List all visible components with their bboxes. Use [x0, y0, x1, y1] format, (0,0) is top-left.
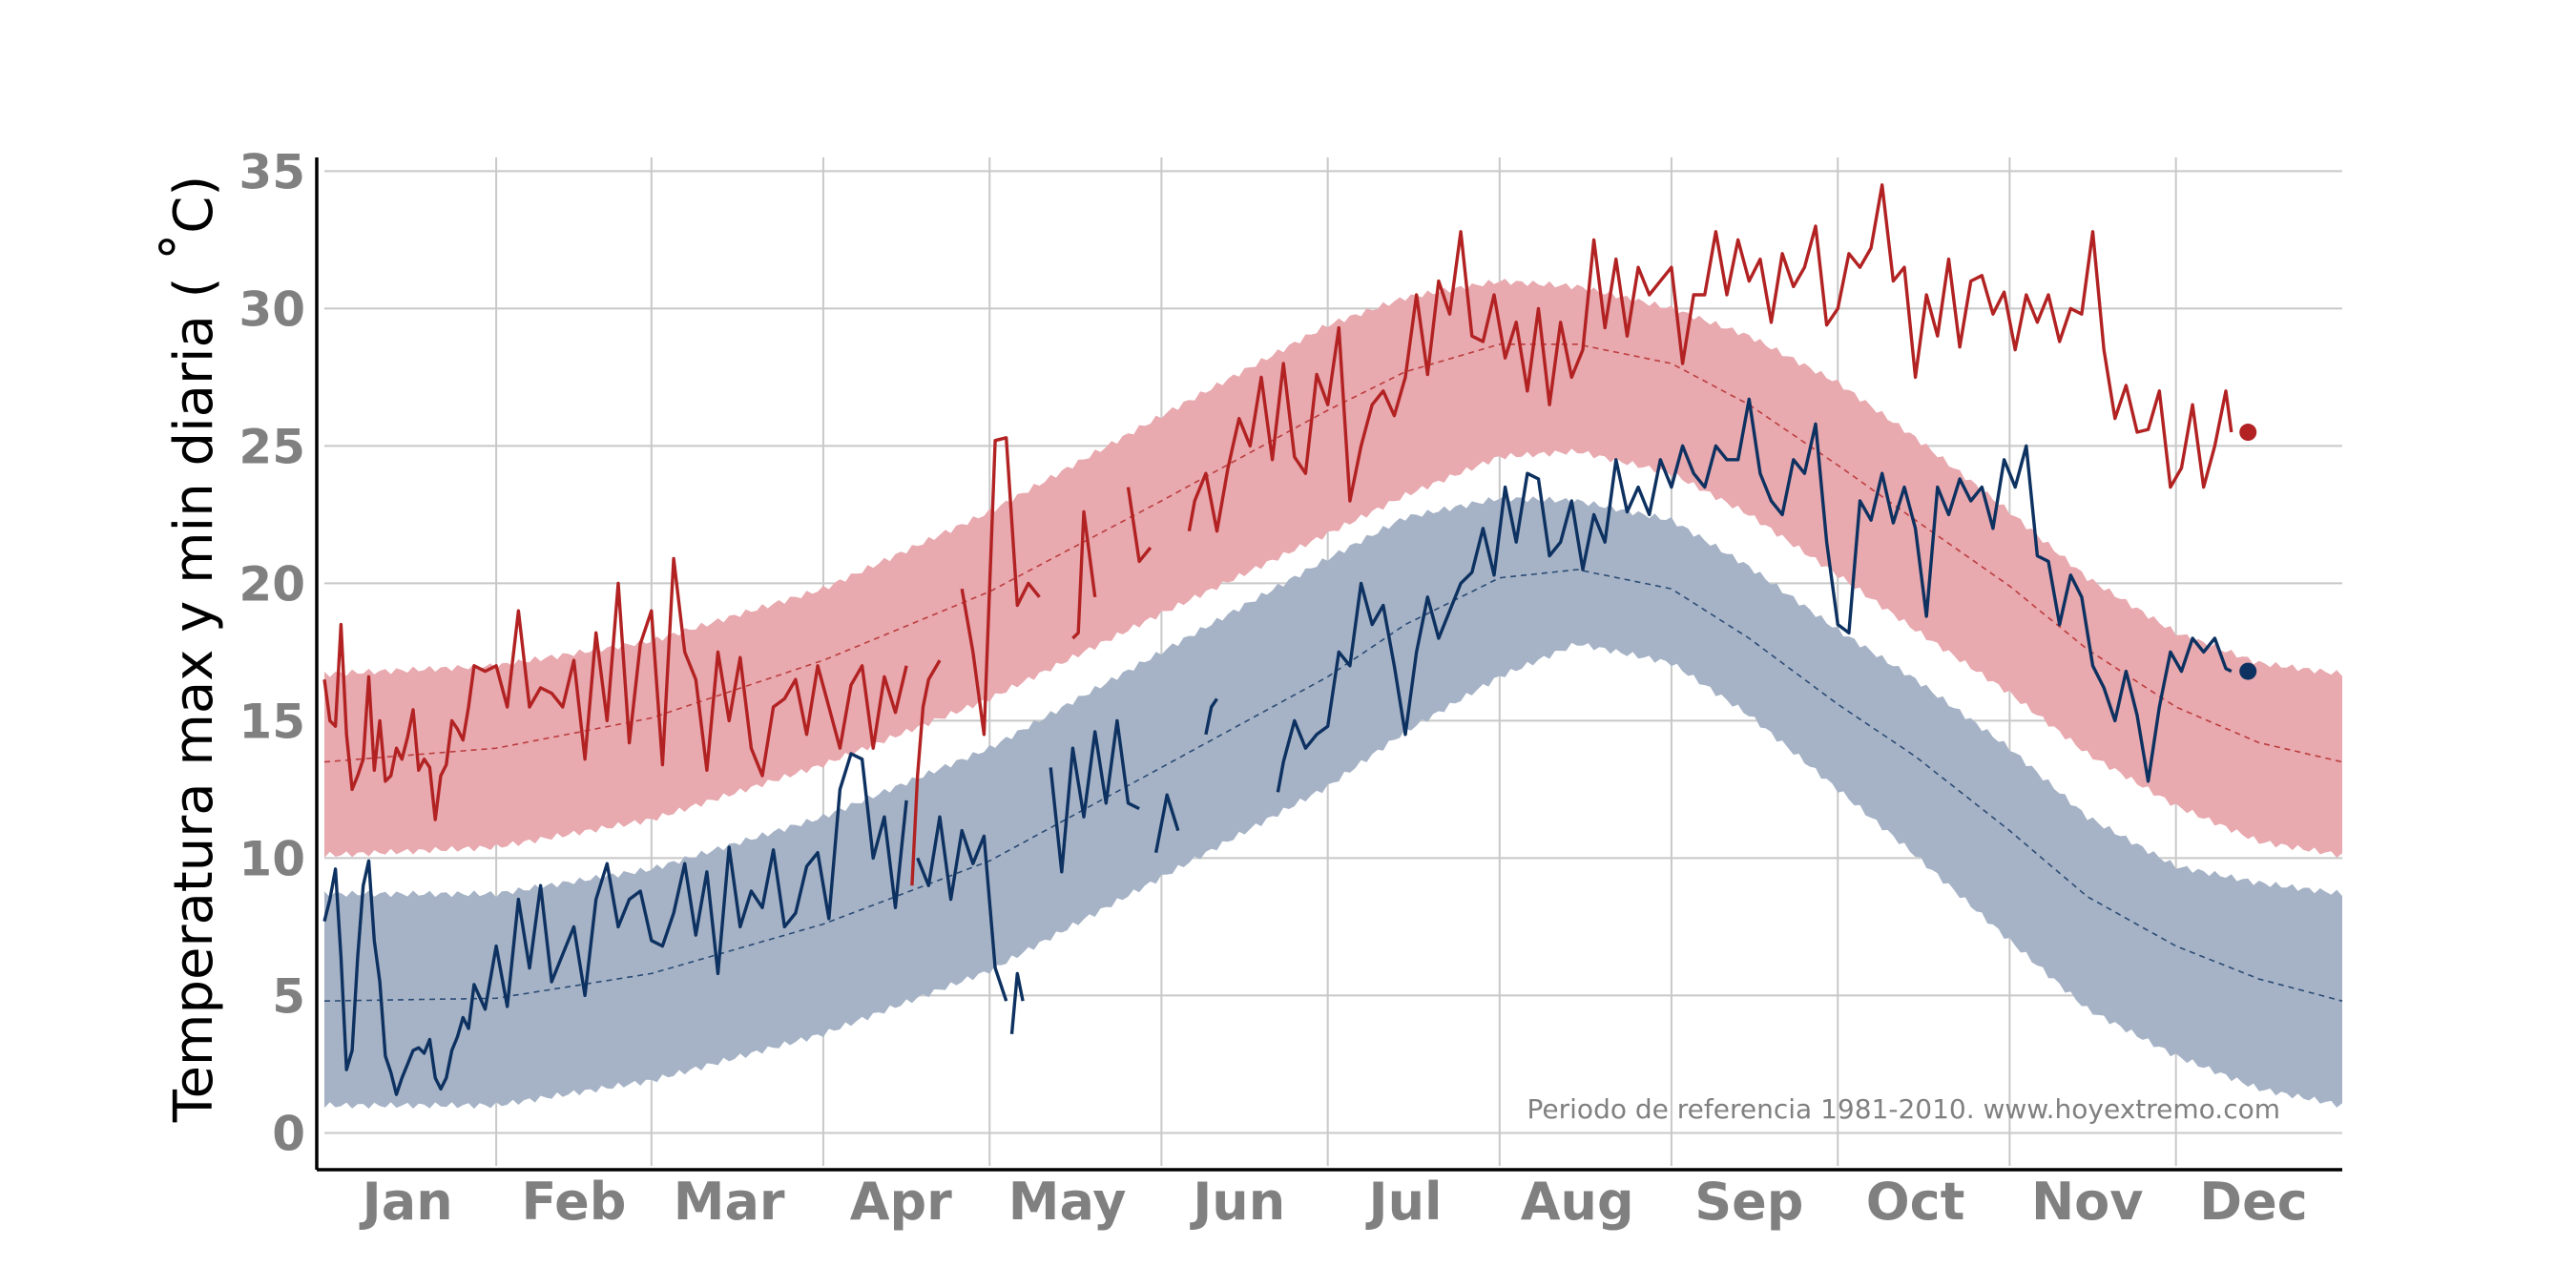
min-normal-mean-line [323, 569, 2343, 1002]
y-tick-labels: 0 5 10 15 20 25 30 35 [239, 144, 305, 1161]
y-tick-label: 30 [239, 281, 305, 337]
x-tick-label: Mar [674, 1172, 785, 1232]
y-tick-label: 25 [239, 419, 305, 474]
min-daily-line [1009, 971, 1025, 1034]
y-tick-label: 35 [239, 144, 305, 199]
min-normal-band [324, 495, 2342, 1110]
min-daily-line [1204, 697, 1218, 736]
x-tick-label: Nov [2031, 1172, 2144, 1232]
x-tick-label: Jan [359, 1172, 453, 1232]
x-tick-label: Aug [1521, 1172, 1634, 1232]
max-daily-line [1071, 509, 1097, 640]
x-tick-label: May [1008, 1172, 1127, 1232]
y-tick-label: 10 [239, 831, 305, 886]
x-tick-label: Oct [1866, 1172, 1965, 1232]
y-tick-label: 5 [272, 968, 305, 1024]
min-daily-line [1049, 718, 1140, 874]
last-min-point [2239, 662, 2257, 680]
normal-mean-lines [323, 343, 2343, 1002]
x-tick-label: Jul [1365, 1172, 1443, 1232]
y-axis-label: Temperatura max y min diaria ( °C) [150, 176, 225, 1124]
y-tick-label: 0 [272, 1106, 305, 1161]
max-daily-line [960, 436, 1041, 737]
min-daily-line [1276, 397, 2233, 793]
max-daily-line [1126, 487, 1153, 564]
axes [315, 157, 2342, 1172]
y-tick-label: 20 [239, 556, 305, 612]
min-daily-line [322, 752, 908, 1096]
x-tick-label: Apr [850, 1172, 952, 1232]
last-max-point [2239, 424, 2257, 442]
reference-period-note: Periodo de referencia 1981-2010. www.hoy… [1527, 1093, 2280, 1125]
daily-series [322, 183, 2257, 1096]
y-tick-label: 15 [239, 694, 305, 749]
x-tick-label: Dec [2199, 1172, 2307, 1232]
min-daily-line [916, 815, 1008, 1002]
max-normal-mean-line [323, 343, 2343, 763]
max-daily-line [322, 556, 908, 821]
x-tick-label: Feb [521, 1172, 626, 1232]
max-daily-line [1187, 183, 2233, 533]
x-tick-labels: Jan Feb Mar Apr May Jun Jul Aug Sep Oct Nov Dec [359, 1172, 2308, 1232]
x-tick-label: Jun [1189, 1172, 1285, 1232]
min-daily-line [1153, 793, 1180, 854]
max-daily-line [910, 659, 942, 886]
x-tick-label: Sep [1694, 1172, 1803, 1232]
